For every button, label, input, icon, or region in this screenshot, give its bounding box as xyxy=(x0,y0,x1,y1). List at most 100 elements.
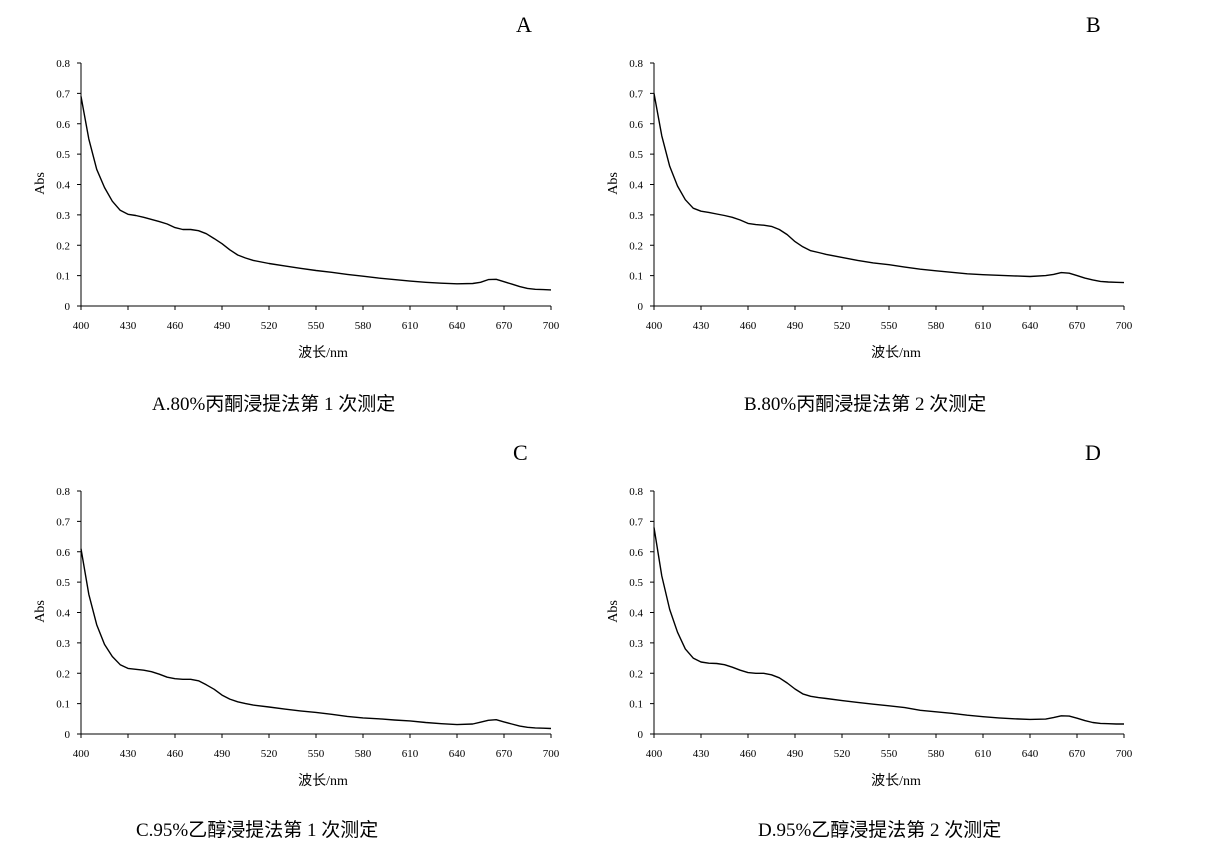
y-tick-label: 0.1 xyxy=(56,699,70,711)
x-axis-label: 波长/nm xyxy=(298,345,348,361)
absorbance-series-line xyxy=(653,93,1125,284)
absorbance-series-line xyxy=(80,548,552,730)
x-tick-label: 580 xyxy=(355,320,372,332)
chart-panel-c: C 0 0.1 0.2 0.3 0.4 0.5 0.6 0.7 0.8 400 430 460 490 5… xyxy=(0,428,600,848)
x-tick-label: 400 xyxy=(73,320,90,332)
x-tick-label: 490 xyxy=(214,320,231,332)
y-tick-label: 0.3 xyxy=(56,210,70,222)
panel-letter: A xyxy=(516,12,532,37)
x-tick-label: 640 xyxy=(449,748,466,760)
y-axis-label: Abs xyxy=(33,600,48,623)
y-tick-label: 0.7 xyxy=(629,516,643,528)
x-tick-label: 670 xyxy=(1069,320,1086,332)
y-tick-label: 0.5 xyxy=(629,149,643,161)
x-tick-label: 400 xyxy=(73,748,90,760)
chart-panel-b: B 0 0.1 0.2 0.3 0.4 0.5 0.6 0.7 0.8 400 430 460 490 5… xyxy=(573,0,1173,420)
x-tick-label: 640 xyxy=(1022,320,1039,332)
y-axis-label: Abs xyxy=(606,600,621,623)
chart-caption: A.80%丙酮浸提法第 1 次测定 xyxy=(152,394,396,415)
chart-caption: D.95%乙醇浸提法第 2 次测定 xyxy=(758,820,1002,841)
y-tick-label: 0.4 xyxy=(629,608,643,620)
x-tick-label: 460 xyxy=(740,748,757,760)
x-tick-label: 580 xyxy=(928,748,945,760)
chart-panel-a: A 0 0.1 0.2 0.3 0.4 0.5 0.6 0.7 0.8 400 430 460 490 5… xyxy=(0,0,600,420)
x-tick-label: 550 xyxy=(308,748,325,760)
x-tick-label: 400 xyxy=(646,320,663,332)
x-tick-label: 520 xyxy=(261,320,278,332)
y-tick-label: 0 xyxy=(65,729,71,741)
x-tick-label: 610 xyxy=(402,320,419,332)
y-tick-label: 0.5 xyxy=(56,149,70,161)
x-tick-label: 670 xyxy=(496,320,513,332)
x-tick-label: 430 xyxy=(693,748,710,760)
y-tick-label: 0.6 xyxy=(629,119,643,131)
y-tick-label: 0.6 xyxy=(56,547,70,559)
chart-caption: B.80%丙酮浸提法第 2 次测定 xyxy=(744,394,987,415)
x-axis-label: 波长/nm xyxy=(298,773,348,789)
x-tick-label: 700 xyxy=(543,748,560,760)
x-tick-label: 460 xyxy=(740,320,757,332)
y-tick-label: 0.3 xyxy=(629,638,643,650)
x-tick-label: 430 xyxy=(120,320,137,332)
x-tick-label: 400 xyxy=(646,748,663,760)
y-tick-label: 0.6 xyxy=(629,547,643,559)
x-tick-label: 550 xyxy=(881,320,898,332)
x-tick-label: 610 xyxy=(975,748,992,760)
y-tick-label: 0.2 xyxy=(629,668,643,680)
x-tick-label: 670 xyxy=(1069,748,1086,760)
x-tick-label: 460 xyxy=(167,320,184,332)
y-tick-label: 0.3 xyxy=(629,210,643,222)
y-tick-label: 0.7 xyxy=(629,88,643,100)
x-tick-label: 460 xyxy=(167,748,184,760)
y-tick-label: 0 xyxy=(65,301,71,313)
y-tick-label: 0.3 xyxy=(56,638,70,650)
y-tick-label: 0 xyxy=(638,729,644,741)
y-tick-label: 0.8 xyxy=(629,58,643,70)
x-tick-label: 520 xyxy=(834,320,851,332)
y-tick-label: 0.8 xyxy=(56,58,70,70)
panel-letter: D xyxy=(1085,440,1101,465)
y-tick-label: 0.5 xyxy=(629,577,643,589)
y-tick-label: 0.1 xyxy=(56,271,70,283)
x-tick-label: 520 xyxy=(834,748,851,760)
x-tick-label: 670 xyxy=(496,748,513,760)
y-tick-label: 0.2 xyxy=(56,668,70,680)
y-tick-label: 0.4 xyxy=(56,608,70,620)
x-tick-label: 700 xyxy=(1116,320,1133,332)
x-tick-label: 520 xyxy=(261,748,278,760)
x-tick-label: 700 xyxy=(1116,748,1133,760)
y-tick-label: 0.4 xyxy=(56,180,70,192)
chart-svg: 0 0.1 0.2 0.3 0.4 0.5 0.6 0.7 0.8 400 430 460 490 520… xyxy=(606,58,1133,361)
y-tick-label: 0.5 xyxy=(56,577,70,589)
y-tick-label: 0.2 xyxy=(56,240,70,252)
x-tick-label: 490 xyxy=(214,748,231,760)
x-tick-label: 640 xyxy=(1022,748,1039,760)
chart-svg: 0 0.1 0.2 0.3 0.4 0.5 0.6 0.7 0.8 400 430 460 490 520… xyxy=(33,486,560,789)
chart-svg: 0 0.1 0.2 0.3 0.4 0.5 0.6 0.7 0.8 400 430 460 490 520… xyxy=(606,486,1133,789)
x-tick-label: 490 xyxy=(787,748,804,760)
y-tick-label: 0 xyxy=(638,301,644,313)
chart-svg: 0 0.1 0.2 0.3 0.4 0.5 0.6 0.7 0.8 400 430 460 490 520… xyxy=(33,58,560,361)
x-axis-label: 波长/nm xyxy=(871,773,921,789)
x-tick-label: 700 xyxy=(543,320,560,332)
x-axis-label: 波长/nm xyxy=(871,345,921,361)
y-tick-label: 0.7 xyxy=(56,88,70,100)
panel-letter: B xyxy=(1086,12,1101,37)
x-tick-label: 610 xyxy=(975,320,992,332)
absorbance-series-line xyxy=(653,527,1124,725)
x-tick-label: 430 xyxy=(120,748,137,760)
x-tick-label: 640 xyxy=(449,320,466,332)
x-tick-label: 580 xyxy=(355,748,372,760)
y-tick-label: 0.1 xyxy=(629,271,643,283)
y-axis-label: Abs xyxy=(33,172,48,195)
x-tick-label: 550 xyxy=(881,748,898,760)
y-tick-label: 0.6 xyxy=(56,119,70,131)
x-tick-label: 430 xyxy=(693,320,710,332)
x-tick-label: 580 xyxy=(928,320,945,332)
y-tick-label: 0.7 xyxy=(56,516,70,528)
x-tick-label: 610 xyxy=(402,748,419,760)
panel-letter: C xyxy=(513,440,528,465)
x-tick-label: 490 xyxy=(787,320,804,332)
y-tick-label: 0.8 xyxy=(56,486,70,498)
y-tick-label: 0.8 xyxy=(629,486,643,498)
